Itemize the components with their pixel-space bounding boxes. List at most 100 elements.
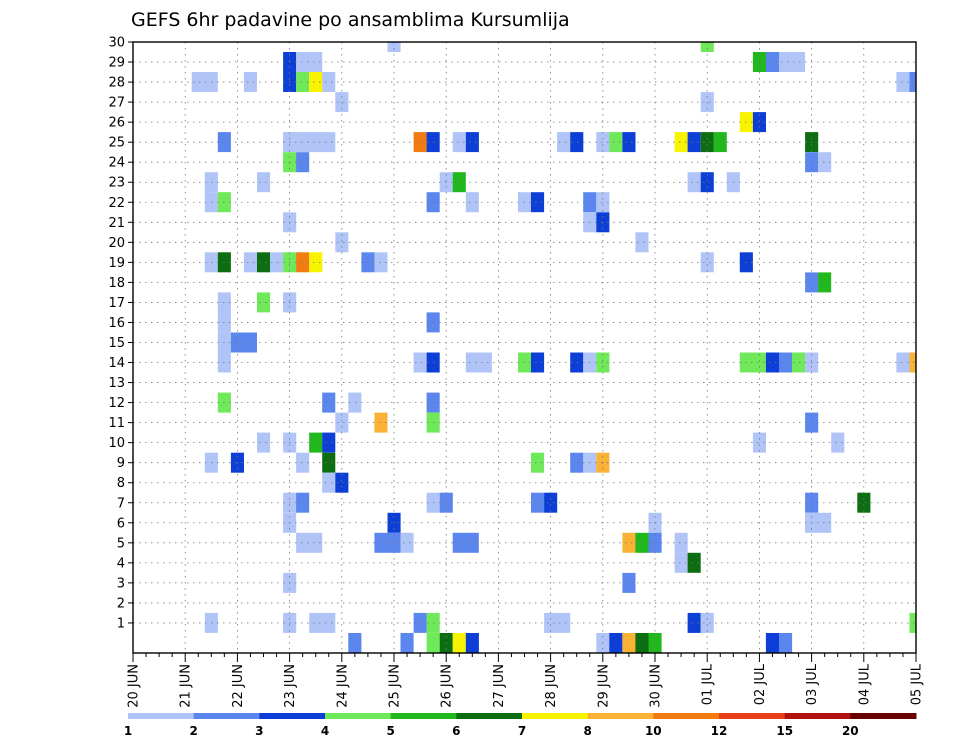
colorbar-swatch — [390, 713, 457, 719]
precip-cell — [818, 272, 832, 293]
precip-cell — [831, 432, 845, 453]
x-tick-label: 30 JUN — [649, 664, 664, 708]
precip-cell — [426, 633, 440, 653]
precip-cell — [348, 392, 362, 413]
y-tick-label: 15 — [108, 336, 125, 351]
precip-cell — [452, 172, 466, 193]
precip-cell — [400, 633, 414, 653]
y-tick-label: 6 — [117, 516, 125, 531]
precip-cell — [622, 633, 636, 653]
precip-cell — [531, 192, 545, 213]
x-tick-label: 04 JUL — [857, 663, 872, 705]
y-tick-label: 18 — [108, 276, 125, 291]
precip-cell — [374, 532, 388, 553]
y-tick-label: 12 — [108, 396, 125, 411]
precip-cell — [309, 72, 323, 92]
precip-cells — [191, 42, 916, 653]
grid-lines — [133, 41, 916, 653]
precip-cell — [739, 352, 766, 373]
y-tick-label: 10 — [108, 436, 125, 451]
precip-cell — [296, 72, 310, 92]
y-tick-label: 14 — [108, 356, 125, 371]
precip-cell — [322, 72, 336, 92]
colorbar-label: 12 — [711, 724, 728, 738]
y-tick-label: 30 — [108, 36, 125, 51]
x-tick-label: 21 JUN — [179, 664, 194, 708]
precip-cell — [909, 612, 916, 633]
precip-cell — [257, 172, 271, 193]
precip-cell — [296, 152, 310, 173]
precip-cell — [465, 633, 479, 653]
x-axis: 20 JUN 21 JUN 22 JUN 23 JUN 24 JUN 25 JUN 26 J… — [127, 653, 925, 708]
precip-cell — [544, 612, 571, 633]
precip-cell — [544, 492, 558, 513]
x-tick-label: 03 JUL — [805, 663, 820, 705]
precip-cell — [374, 252, 388, 273]
y-tick-label: 8 — [117, 476, 125, 491]
precip-cell — [700, 612, 714, 633]
precip-cell — [413, 132, 427, 153]
y-tick-label: 20 — [108, 236, 125, 251]
precip-cell — [387, 42, 401, 52]
precip-cell — [257, 292, 271, 313]
precip-cell — [779, 633, 793, 653]
x-tick-label: 28 JUN — [544, 664, 559, 708]
x-tick-label: 20 JUN — [127, 664, 142, 708]
precip-cell — [413, 352, 427, 373]
precip-cell — [596, 192, 610, 213]
x-tick-label: 24 JUN — [335, 664, 350, 708]
precip-cell — [296, 452, 310, 473]
precip-cell — [700, 252, 714, 273]
precip-cell — [765, 52, 779, 72]
colorbar-label: 7 — [518, 724, 526, 738]
precip-cell — [296, 492, 310, 513]
colorbar-label: 3 — [255, 724, 263, 738]
y-tick-label: 24 — [108, 156, 125, 171]
precip-cell — [243, 252, 257, 273]
precip-cell — [674, 532, 688, 553]
y-tick-label: 11 — [108, 416, 125, 431]
precip-cell — [465, 192, 479, 213]
precip-cell — [570, 132, 584, 153]
precip-cell — [531, 452, 545, 473]
precip-cell — [400, 532, 414, 553]
colorbar-swatch — [719, 713, 786, 719]
y-tick-label: 19 — [108, 256, 125, 271]
colorbar-label: 6 — [452, 724, 460, 738]
precip-cell — [765, 352, 779, 373]
x-tick-label: 02 JUL — [753, 663, 768, 705]
y-tick-label: 9 — [117, 456, 125, 471]
colorbar-swatch — [259, 713, 326, 719]
colorbar-label: 8 — [584, 724, 592, 738]
colorbar-label: 20 — [842, 724, 859, 738]
y-tick-label: 7 — [117, 496, 125, 511]
precip-cell — [609, 633, 623, 653]
precip-cell — [596, 132, 610, 153]
x-tick-label: 25 JUN — [388, 664, 403, 708]
precip-cell — [452, 532, 479, 553]
y-tick-label: 29 — [108, 56, 125, 71]
precip-cell — [635, 633, 649, 653]
y-tick-label: 4 — [117, 556, 125, 571]
precip-cell — [765, 633, 779, 653]
precip-cell — [465, 352, 492, 373]
y-axis: 1234567891011121314151617181920212223242… — [108, 36, 133, 631]
y-tick-label: 28 — [108, 76, 125, 91]
precip-cell — [322, 472, 336, 493]
precip-cell — [322, 432, 336, 453]
precip-cell — [635, 232, 649, 253]
y-tick-label: 22 — [108, 196, 125, 211]
precip-cell — [779, 352, 793, 373]
precip-cell — [309, 252, 323, 273]
precip-cell — [335, 472, 349, 493]
x-tick-label: 05 JUL — [910, 663, 925, 705]
precip-cell — [635, 532, 649, 553]
y-tick-label: 1 — [117, 616, 125, 631]
precip-cell — [191, 72, 218, 92]
precip-cell — [622, 132, 636, 153]
x-tick-label: 23 JUN — [283, 664, 298, 708]
precip-cell — [570, 452, 584, 473]
precip-cell — [257, 432, 271, 453]
x-tick-label: 22 JUN — [231, 664, 246, 708]
precip-cell — [700, 42, 714, 52]
